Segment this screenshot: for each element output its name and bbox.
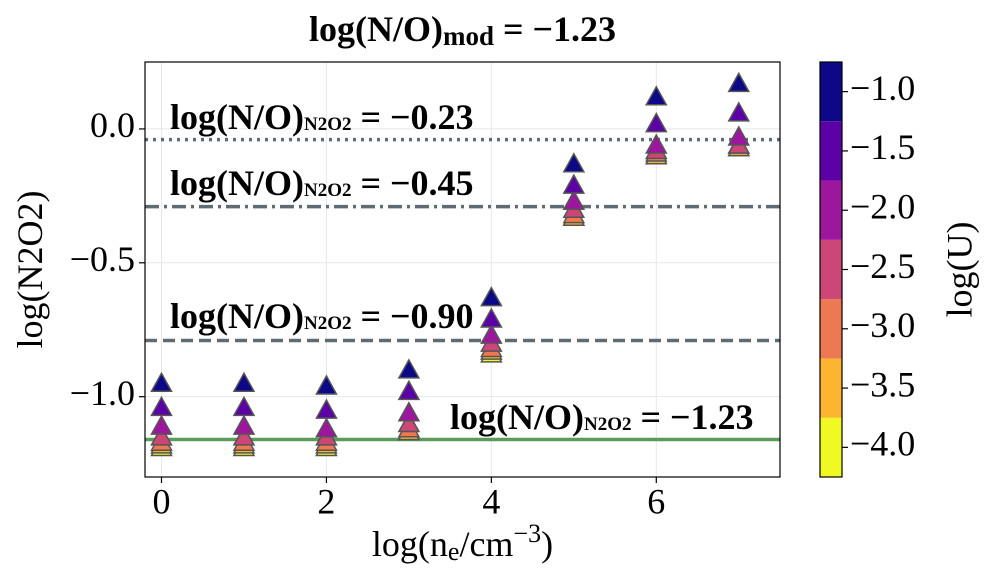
text-part: = −1.23: [494, 9, 616, 49]
point: [397, 379, 421, 401]
colorbar-tick-label: −2.5: [850, 246, 915, 286]
point: [315, 417, 338, 438]
colorbar-band: [820, 358, 842, 418]
colorbar-label: log(U): [939, 222, 979, 318]
point: [397, 411, 421, 433]
colorbar-band: [820, 62, 842, 122]
text-part: N2O2: [584, 414, 632, 435]
y-tick-label: −1.0: [70, 373, 135, 413]
text-part: mod: [443, 21, 494, 51]
colorbar-tick-label: −4.0: [850, 424, 915, 464]
chart-title: log(N/O)mod = −1.23: [309, 9, 616, 51]
colorbar-band: [820, 180, 842, 240]
point: [397, 358, 421, 379]
text-part: log(N2O2): [10, 191, 50, 349]
point: [480, 286, 503, 307]
text-part: N2O2: [304, 313, 352, 334]
point: [727, 101, 751, 122]
text-part: e: [448, 537, 460, 566]
y-tick-label: −0.5: [70, 239, 135, 279]
point: [232, 395, 256, 417]
x-tick-label: 4: [482, 481, 500, 521]
text-part: = −0.23: [351, 97, 473, 137]
text-part: −3: [513, 519, 541, 548]
point: [150, 395, 173, 417]
colorbar-tick-label: −1.0: [850, 68, 915, 108]
point: [645, 85, 668, 106]
colorbar-tick-label: −1.5: [850, 127, 915, 167]
text-part: log(n: [372, 524, 448, 564]
reference-label: log(N/O)N2O2 = −1.23: [450, 397, 754, 437]
point: [397, 401, 421, 422]
x-tick-label: 6: [647, 481, 665, 521]
reference-label: log(N/O)N2O2 = −0.90: [170, 296, 474, 336]
text-part: ): [541, 524, 553, 564]
text-part: = −0.45: [351, 163, 473, 203]
point: [315, 398, 338, 419]
point: [562, 152, 586, 173]
text-part: log(N/O): [170, 97, 304, 137]
text-part: N2O2: [304, 114, 352, 135]
reference-label: log(N/O)N2O2 = −0.23: [170, 97, 474, 137]
point: [727, 125, 751, 146]
point: [232, 425, 256, 446]
point: [727, 71, 751, 93]
point: [232, 371, 256, 393]
point: [480, 307, 503, 328]
y-tick-label: 0.0: [90, 105, 135, 145]
text-part: = −1.23: [631, 397, 753, 437]
colorbar-band: [820, 121, 842, 181]
text-part: = −0.90: [351, 296, 473, 336]
point: [315, 374, 338, 395]
point: [232, 414, 256, 435]
point: [562, 189, 586, 210]
colorbar-tick-label: −3.5: [850, 364, 915, 404]
x-tick-label: 2: [317, 481, 335, 521]
colorbar-band: [820, 239, 842, 300]
text-part: N2O2: [304, 180, 352, 201]
plot-frame: [144, 61, 781, 478]
point: [150, 371, 173, 393]
colorbar-band: [820, 417, 842, 477]
reference-label: log(N/O)N2O2 = −0.45: [170, 163, 474, 203]
point: [480, 323, 503, 344]
text-part: /cm: [459, 524, 513, 564]
colorbar-tick-label: −2.0: [850, 186, 915, 226]
colorbar-tick-label: −3.0: [850, 305, 915, 345]
text-part: log(N/O): [309, 9, 443, 49]
point: [150, 414, 173, 435]
point: [150, 425, 173, 446]
y-axis-label: log(N2O2): [10, 191, 50, 349]
text-part: log(N/O): [170, 296, 304, 336]
colorbar-band: [820, 299, 842, 359]
point: [645, 112, 668, 133]
text-part: log(N/O): [450, 397, 584, 437]
text-part: log(N/O): [170, 163, 304, 203]
point: [645, 133, 668, 154]
x-axis-label: log(ne/cm−3): [372, 519, 553, 565]
point: [562, 173, 586, 194]
x-tick-label: 0: [152, 481, 170, 521]
